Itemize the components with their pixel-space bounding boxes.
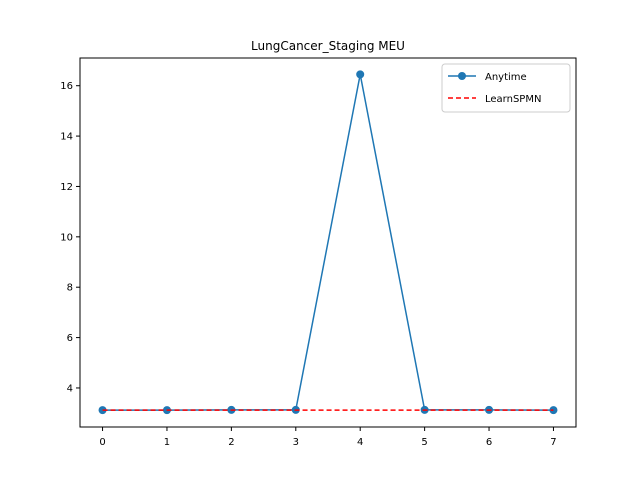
x-tick-label: 6: [486, 437, 492, 448]
y-axis: 4 6 8 10 12 14 16: [60, 81, 80, 394]
data-point-anytime: [356, 70, 365, 79]
y-tick-label: 14: [60, 132, 73, 143]
x-tick-label: 5: [421, 437, 427, 448]
y-tick-label: 10: [60, 232, 73, 243]
x-tick-label: 1: [164, 437, 170, 448]
legend-marker-anytime: [458, 72, 466, 80]
legend-label-learnspmn: LearnSPMN: [485, 94, 541, 105]
y-tick-label: 8: [67, 283, 73, 294]
x-tick-label: 7: [550, 437, 556, 448]
data-point-anytime: [98, 406, 107, 415]
plot-frame: [79, 57, 577, 428]
legend: Anytime LearnSPMN: [441, 63, 571, 113]
data-point-anytime: [549, 406, 558, 415]
chart-title: LungCancer_Staging MEU: [251, 39, 405, 53]
y-tick-label: 4: [67, 383, 73, 394]
series-layer: [98, 70, 558, 415]
y-tick-label: 12: [60, 182, 73, 193]
x-tick-label: 2: [228, 437, 234, 448]
x-tick-label: 3: [293, 437, 299, 448]
y-tick-label: 6: [67, 333, 73, 344]
x-axis: 0 1 2 3 4 5 6 7: [99, 427, 557, 448]
y-tick-label: 16: [60, 81, 73, 92]
x-tick-label: 4: [357, 437, 363, 448]
x-tick-label: 0: [99, 437, 105, 448]
legend-label-anytime: Anytime: [485, 72, 527, 83]
